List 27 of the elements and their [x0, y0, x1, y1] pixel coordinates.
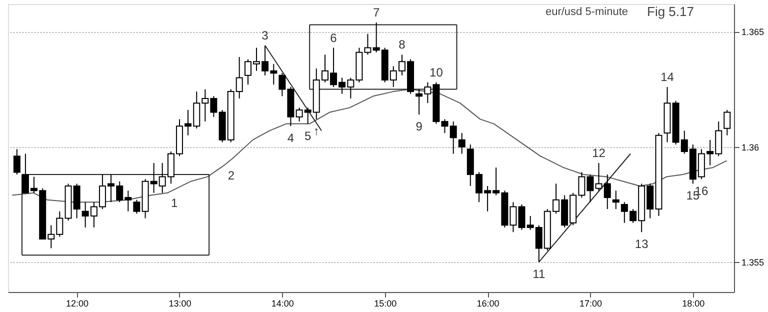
x-tick-label: 18:00 [682, 298, 705, 308]
annotation: 3 [262, 28, 269, 42]
annotation: 10 [430, 65, 444, 80]
annotation: eur/usd 5-minute [545, 6, 628, 18]
annotation: 7 [372, 5, 380, 20]
annotation: 2 [228, 168, 235, 182]
x-tick-label: 14:00 [271, 298, 294, 308]
annotation: 4 [287, 131, 294, 146]
y-tick-label: 1.355 [742, 258, 764, 268]
annotation: 1 [171, 196, 178, 210]
annotation: 13 [634, 237, 649, 252]
annotation: 6 [330, 30, 338, 45]
x-tick-label: 16:00 [476, 298, 500, 308]
y-tick-label: 1.365 [742, 27, 764, 38]
x-tick-label: 13:00 [168, 298, 192, 308]
x-tick-label: 12:00 [66, 298, 89, 308]
annotation: 9 [416, 120, 423, 134]
annotation: 14 [660, 70, 674, 84]
annotation: 8 [398, 38, 406, 52]
annotation: 11 [532, 267, 546, 282]
annotation: Fig 5.17 [647, 4, 694, 19]
x-tick-label: 17:00 [579, 298, 602, 308]
annotation: ↑ [313, 124, 320, 138]
x-tick-label: 15:00 [374, 298, 397, 308]
annotation: 5 [304, 128, 312, 143]
y-tick-label: 1.36 [742, 142, 760, 152]
annotation: 12 [592, 146, 606, 160]
